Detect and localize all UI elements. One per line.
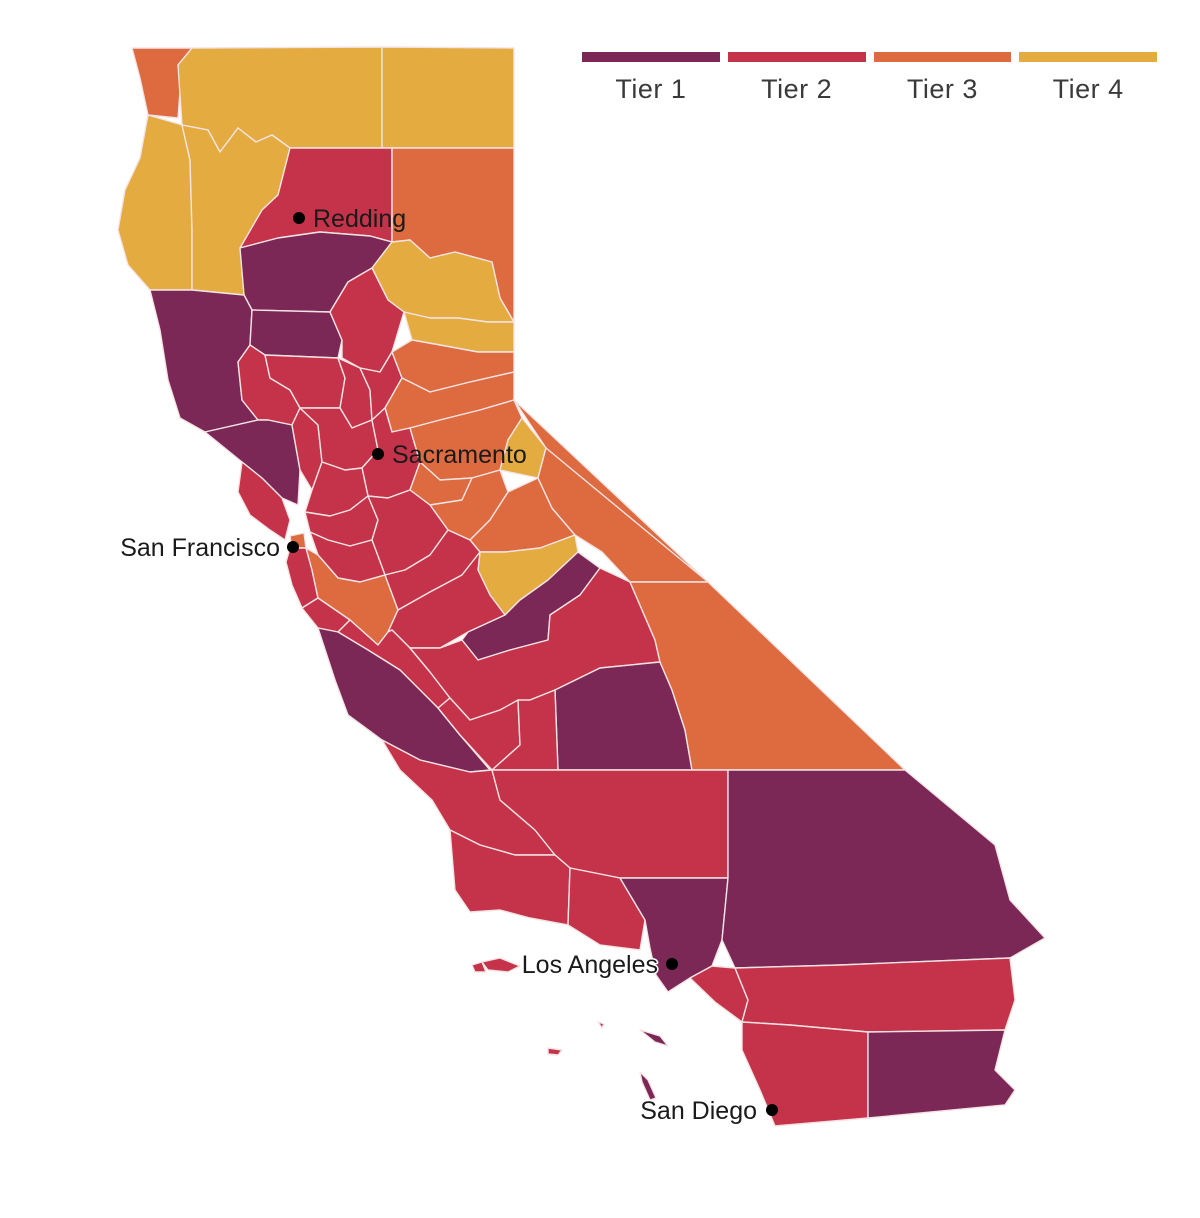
- legend-item-tier-1: Tier 1: [582, 52, 720, 105]
- city-label: Los Angeles: [522, 951, 658, 979]
- city-label: San Francisco: [120, 534, 280, 562]
- county-marin[interactable]: [237, 461, 291, 541]
- county-riverside[interactable]: [734, 957, 1016, 1033]
- county-glenn[interactable]: [249, 309, 343, 359]
- legend-label: Tier 4: [1052, 74, 1124, 104]
- island-santa-barbara-isl: [597, 1021, 605, 1029]
- tier-legend: Tier 1 Tier 2 Tier 3 Tier 4: [582, 52, 1157, 105]
- legend-label: Tier 1: [615, 74, 687, 104]
- island-santa-catalina: [639, 1029, 669, 1047]
- city-dot: [766, 1104, 778, 1116]
- legend-item-tier-4: Tier 4: [1019, 52, 1157, 105]
- city-dot: [293, 212, 305, 224]
- city-label: Redding: [313, 205, 406, 233]
- legend-label: Tier 2: [761, 74, 833, 104]
- island-san-nicolas: [547, 1047, 563, 1056]
- city-dot: [372, 448, 384, 460]
- island-santa-rosa: [471, 961, 487, 973]
- county-humboldt[interactable]: [117, 114, 193, 291]
- legend-item-tier-3: Tier 3: [873, 52, 1012, 105]
- county-imperial[interactable]: [867, 1029, 1016, 1119]
- county-san-bernardino[interactable]: [721, 769, 1046, 969]
- county-inyo[interactable]: [629, 581, 906, 771]
- legend-label: Tier 3: [906, 74, 978, 104]
- city-san-diego: San Diego: [639, 1096, 778, 1127]
- legend-swatch: [1019, 52, 1157, 62]
- city-dot: [287, 541, 299, 553]
- city-dot: [666, 958, 678, 970]
- legend-item-tier-2: Tier 2: [727, 52, 866, 105]
- county-san-diego[interactable]: [741, 1021, 869, 1127]
- island-san-clemente: [639, 1071, 657, 1101]
- island-santa-cruz: [481, 957, 521, 973]
- county-modoc[interactable]: [381, 46, 515, 149]
- city-los-angeles: Los Angeles: [520, 950, 678, 981]
- legend-swatch: [582, 52, 720, 62]
- city-redding: Redding: [293, 205, 406, 233]
- legend-swatch: [727, 52, 866, 62]
- city-san-francisco: San Francisco: [119, 533, 299, 564]
- legend-swatch: [873, 52, 1012, 62]
- city-sacramento: Sacramento: [372, 441, 527, 469]
- city-label: San Diego: [640, 1097, 757, 1125]
- city-label: Sacramento: [392, 441, 527, 469]
